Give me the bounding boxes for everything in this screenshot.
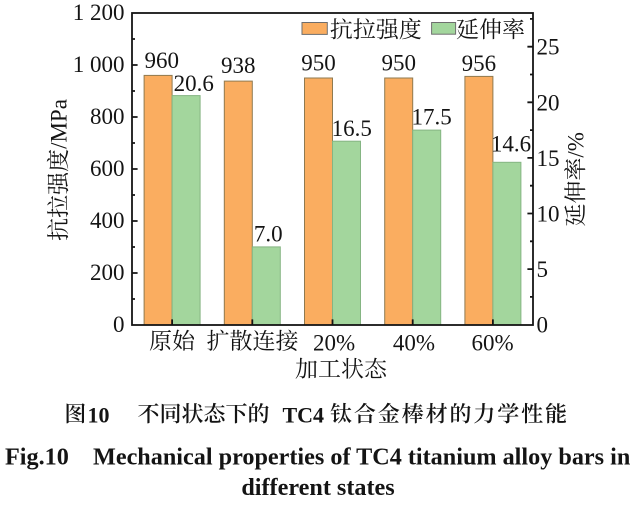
svg-text:800: 800: [90, 104, 125, 129]
svg-text:TC4: TC4: [283, 402, 325, 427]
svg-text:10: 10: [88, 402, 110, 427]
svg-text:16.5: 16.5: [332, 116, 372, 141]
svg-text:600: 600: [90, 156, 125, 181]
svg-text:956: 956: [462, 51, 497, 76]
svg-text:/MPa: /MPa: [46, 99, 71, 149]
svg-text:7.0: 7.0: [254, 222, 283, 247]
svg-text:25: 25: [537, 35, 560, 60]
svg-text:14.6: 14.6: [491, 132, 531, 157]
svg-text:400: 400: [90, 208, 125, 233]
svg-text:Fig.10: Fig.10: [5, 444, 69, 471]
svg-text:different states: different states: [241, 474, 394, 501]
svg-text:60%: 60%: [472, 331, 514, 356]
svg-text:938: 938: [221, 53, 256, 78]
svg-text:1 200: 1 200: [73, 0, 125, 25]
svg-text:960: 960: [145, 48, 180, 73]
svg-text:1 000: 1 000: [73, 52, 125, 77]
svg-text:40%: 40%: [393, 331, 435, 356]
svg-text:200: 200: [90, 260, 125, 285]
svg-text:10: 10: [537, 202, 560, 227]
svg-text:Mechanical properties of TC4 t: Mechanical properties of TC4 titanium al…: [93, 444, 631, 471]
svg-text:20%: 20%: [313, 331, 355, 356]
svg-text:0: 0: [113, 312, 125, 337]
svg-text:20: 20: [537, 90, 560, 115]
svg-text:5: 5: [537, 257, 549, 282]
svg-text:20.6: 20.6: [174, 71, 214, 96]
svg-text:17.5: 17.5: [411, 104, 451, 129]
svg-text:15: 15: [537, 146, 560, 171]
svg-text:0: 0: [537, 313, 549, 338]
svg-text:/%: /%: [564, 132, 589, 158]
svg-text:950: 950: [301, 51, 336, 76]
svg-text:950: 950: [381, 51, 416, 76]
